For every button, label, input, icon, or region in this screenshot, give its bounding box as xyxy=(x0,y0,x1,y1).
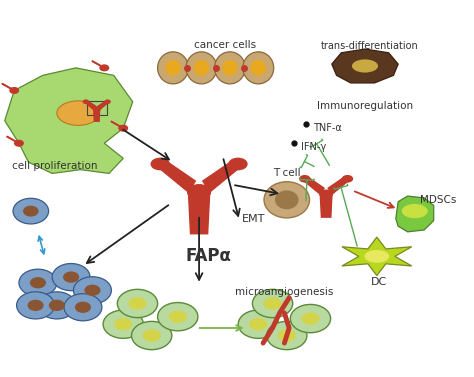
Polygon shape xyxy=(189,196,210,234)
Ellipse shape xyxy=(63,271,79,283)
Ellipse shape xyxy=(157,302,198,331)
Polygon shape xyxy=(85,101,96,110)
Ellipse shape xyxy=(193,60,209,76)
Text: cell proliferation: cell proliferation xyxy=(12,161,97,171)
Text: IFN-γ: IFN-γ xyxy=(301,142,326,152)
Ellipse shape xyxy=(401,204,428,218)
Ellipse shape xyxy=(365,250,389,263)
Ellipse shape xyxy=(229,158,247,170)
Text: Immunoregulation: Immunoregulation xyxy=(317,101,413,110)
Ellipse shape xyxy=(93,107,100,112)
Text: trans-differentiation: trans-differentiation xyxy=(321,41,419,52)
Ellipse shape xyxy=(186,52,217,84)
Text: T cell: T cell xyxy=(273,168,301,178)
Ellipse shape xyxy=(266,321,307,350)
Ellipse shape xyxy=(131,321,172,350)
Ellipse shape xyxy=(290,305,331,333)
Polygon shape xyxy=(304,177,324,195)
Ellipse shape xyxy=(103,310,143,339)
Ellipse shape xyxy=(252,290,292,317)
Ellipse shape xyxy=(128,297,146,310)
Polygon shape xyxy=(396,196,434,232)
Polygon shape xyxy=(328,177,348,195)
Polygon shape xyxy=(203,160,239,192)
Text: cancer cells: cancer cells xyxy=(194,40,256,50)
Ellipse shape xyxy=(300,176,310,182)
Ellipse shape xyxy=(169,311,187,323)
Ellipse shape xyxy=(84,285,100,296)
Ellipse shape xyxy=(264,297,282,310)
Ellipse shape xyxy=(165,60,181,76)
Ellipse shape xyxy=(157,52,188,84)
Text: EMT: EMT xyxy=(242,214,265,224)
Ellipse shape xyxy=(57,101,100,126)
Polygon shape xyxy=(342,237,412,276)
Ellipse shape xyxy=(27,300,44,311)
Ellipse shape xyxy=(30,277,46,288)
Text: TNF-α: TNF-α xyxy=(313,123,342,133)
Ellipse shape xyxy=(250,60,266,76)
Polygon shape xyxy=(332,49,398,83)
Ellipse shape xyxy=(15,141,23,146)
Circle shape xyxy=(275,190,299,209)
Ellipse shape xyxy=(119,125,128,131)
Ellipse shape xyxy=(243,52,274,84)
Ellipse shape xyxy=(151,158,169,170)
Circle shape xyxy=(264,182,310,218)
Text: DC: DC xyxy=(371,276,387,287)
Ellipse shape xyxy=(143,329,161,342)
Ellipse shape xyxy=(75,302,91,313)
Text: MDSCs: MDSCs xyxy=(420,195,456,205)
Ellipse shape xyxy=(320,190,332,198)
Ellipse shape xyxy=(10,88,18,93)
Ellipse shape xyxy=(52,264,90,291)
Bar xyxy=(87,101,107,115)
Polygon shape xyxy=(320,196,332,217)
Polygon shape xyxy=(98,101,108,110)
Ellipse shape xyxy=(17,292,55,319)
Ellipse shape xyxy=(23,206,38,216)
Ellipse shape xyxy=(114,318,132,330)
Ellipse shape xyxy=(278,329,296,342)
Ellipse shape xyxy=(301,312,319,325)
Ellipse shape xyxy=(83,100,88,103)
Ellipse shape xyxy=(343,176,353,182)
Ellipse shape xyxy=(352,60,378,73)
Ellipse shape xyxy=(73,277,111,304)
Text: microangiogenesis: microangiogenesis xyxy=(235,287,334,297)
Ellipse shape xyxy=(100,65,109,71)
Polygon shape xyxy=(94,111,100,121)
Ellipse shape xyxy=(38,292,76,319)
Ellipse shape xyxy=(64,294,102,321)
Ellipse shape xyxy=(222,60,237,76)
Ellipse shape xyxy=(214,52,246,84)
Ellipse shape xyxy=(249,318,267,330)
Ellipse shape xyxy=(117,290,157,317)
Text: FAPα: FAPα xyxy=(186,247,231,265)
Ellipse shape xyxy=(188,185,210,200)
Polygon shape xyxy=(159,160,195,192)
Ellipse shape xyxy=(238,310,278,339)
Ellipse shape xyxy=(13,198,48,224)
Ellipse shape xyxy=(19,269,57,296)
Polygon shape xyxy=(5,68,133,173)
Ellipse shape xyxy=(49,300,65,311)
Ellipse shape xyxy=(105,100,110,103)
